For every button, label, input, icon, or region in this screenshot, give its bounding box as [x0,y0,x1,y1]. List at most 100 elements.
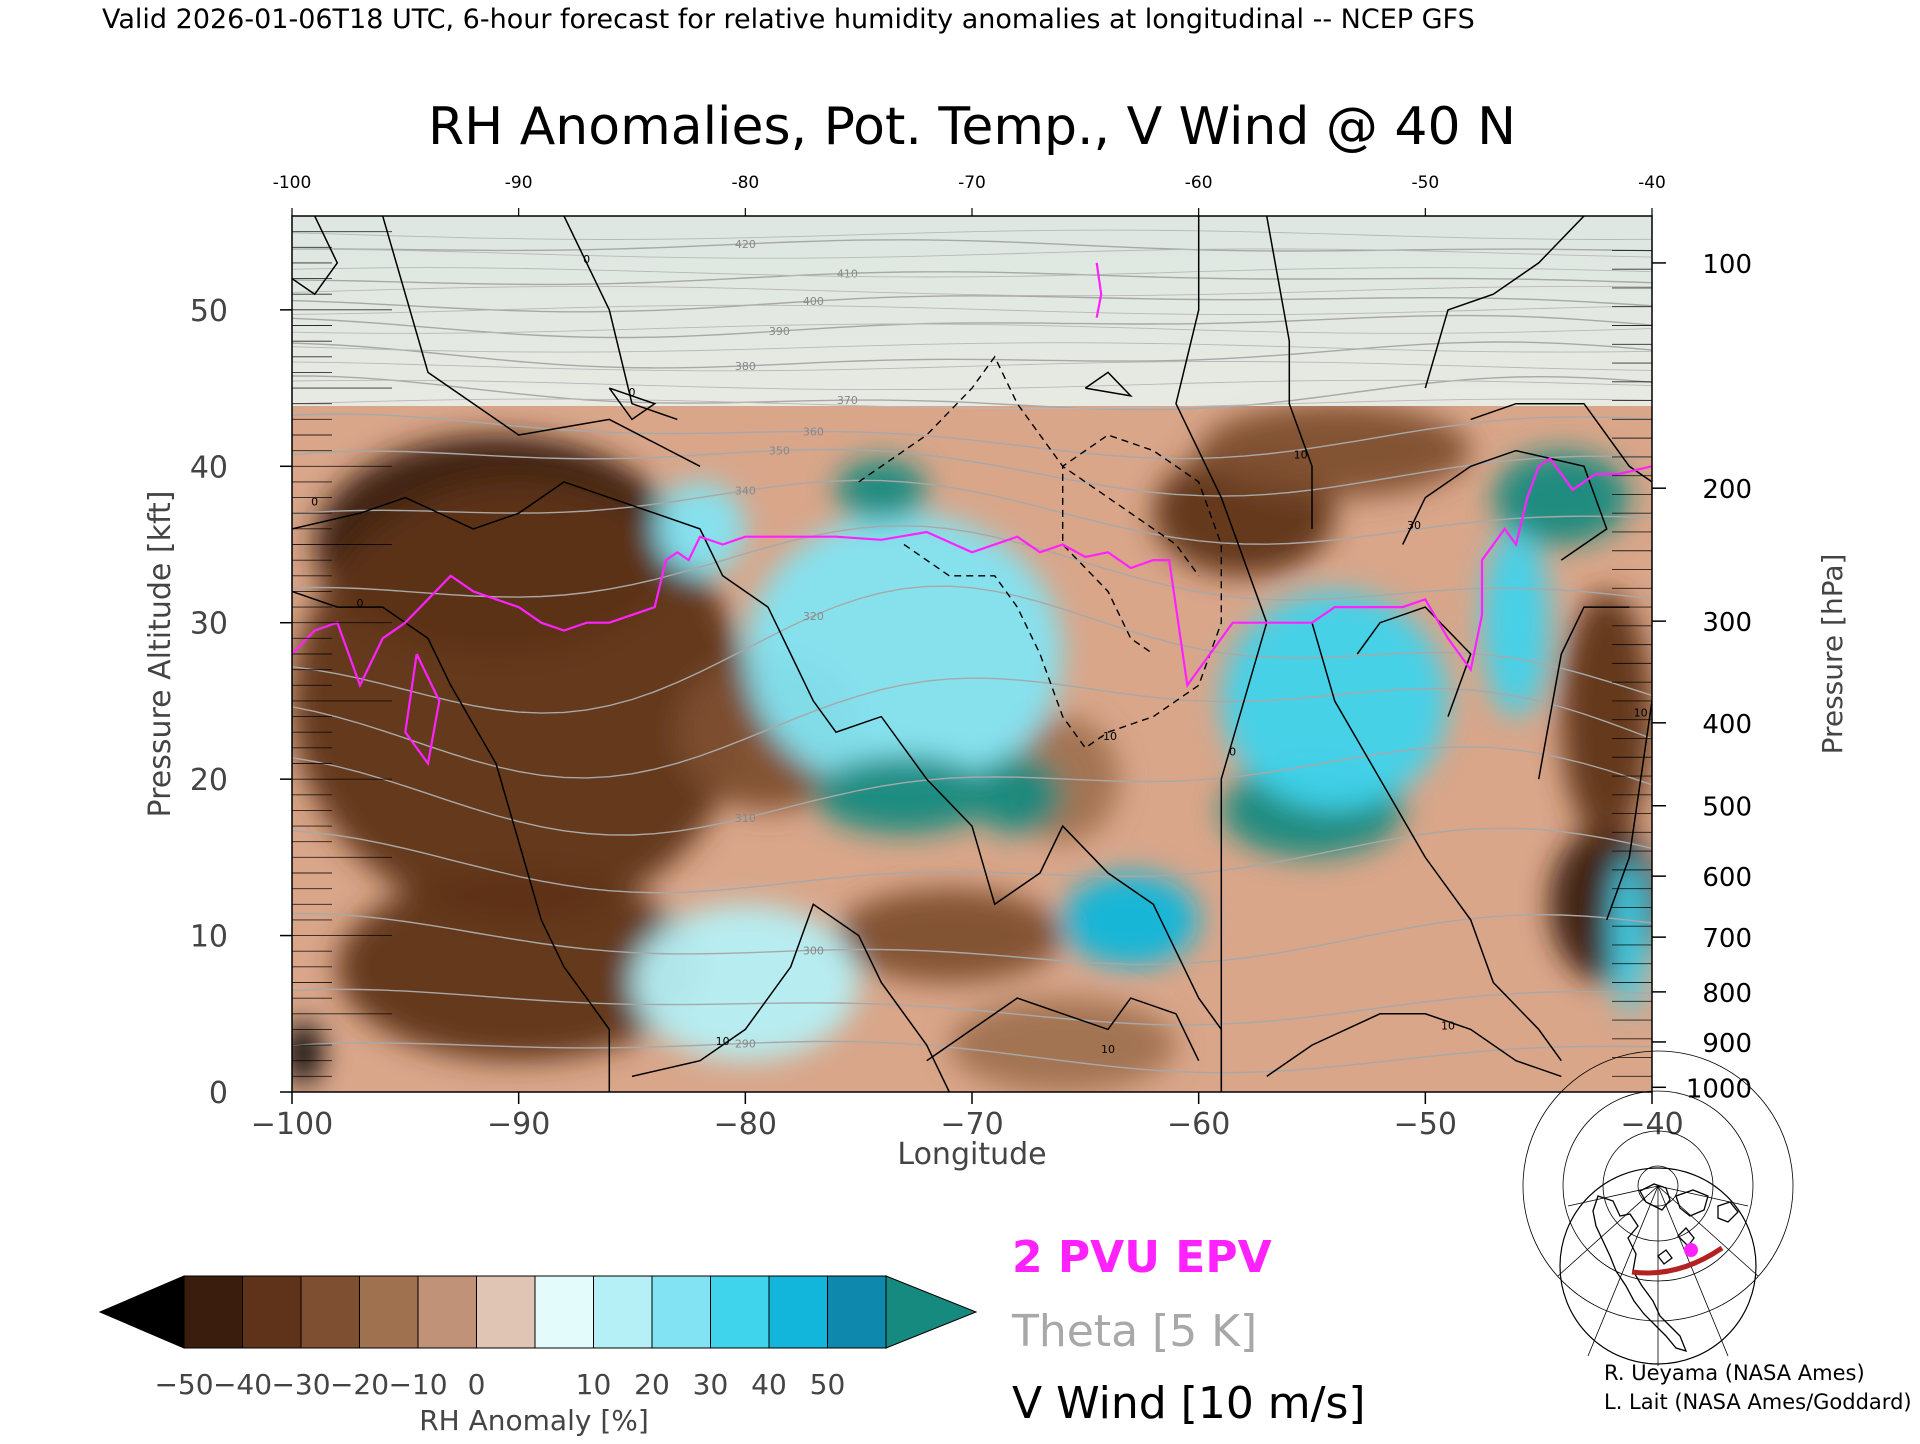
colorbar-tick-label: 50 [810,1368,846,1401]
vwind-label: 10 [1634,707,1648,720]
colorbar-segment [827,1275,887,1349]
vwind-contour [1175,216,1268,1092]
vwind-contour [631,903,950,1092]
colorbar: −50 −40 −30 −20 −10 0 10 20 30 40 50 [98,1275,978,1401]
vwind-label: 0 [1229,746,1236,759]
theta-label: 400 [803,295,824,308]
theta-label: 350 [769,444,790,457]
x-tick-label-top: -50 [1411,173,1439,193]
locator-map [1522,1050,1794,1366]
vwind-contours: 0 0 0 0 10 30 10 10 10 10 0 -10 [292,216,1652,1092]
colorbar-label: RH Anomaly [%] [419,1404,649,1437]
theta-contour-minor [292,361,1652,372]
theta-label: 420 [735,238,756,251]
pressure-tick-label: 500 [1702,793,1752,823]
theta-label: 310 [735,812,756,825]
pressure-tick-label: 100 [1702,250,1752,280]
y-tick-label: 20 [190,763,228,798]
x-tick-label: −60 [1167,1107,1230,1142]
rh-region [1561,591,1652,842]
y-axis-label-left: Pressure Altitude [kft] [143,491,178,818]
theta-contour [292,314,1652,339]
legend-epv: 2 PVU EPV [1012,1232,1272,1283]
colorbar-segment [476,1275,536,1349]
vwind-label: 0 [311,495,318,508]
vwind-label: 10 [716,1035,730,1048]
theta-contour [292,448,1652,497]
x-tick-label: −100 [251,1107,333,1142]
theta-contour [292,239,1652,252]
legend-theta: Theta [5 K] [1011,1306,1257,1357]
theta-label: 380 [735,360,756,373]
theta-contour [292,827,1652,894]
x-tick-label-top: -70 [958,173,986,193]
pressure-tick-label: 300 [1702,608,1752,638]
colorbar-tick-label: −40 [213,1368,272,1401]
vwind-contour [926,997,1200,1062]
y-tick-label: 10 [190,920,228,955]
x-tick-label: −80 [714,1107,777,1142]
credit-line-1: R. Ueyama (NASA Ames) [1604,1361,1865,1385]
colorbar-tick-label: −20 [330,1368,389,1401]
theta-contour [292,1040,1652,1074]
vwind-contour [1265,216,1313,529]
theta-contour-minor [292,342,1652,353]
axes: −100-100−90-90−80-80−70-70−60-60−50-50−4… [190,173,1752,1142]
theta-label: 410 [837,267,858,280]
theta-label: 320 [803,610,824,623]
credit-line-2: L. Lait (NASA Ames/Goddard) [1604,1390,1912,1414]
vwind-contour [563,216,678,421]
vwind-contour [1424,216,1585,389]
rh-region [1611,857,1648,1014]
theta-label: 360 [803,425,824,438]
vwind-contour [381,216,701,467]
theta-label: 370 [837,394,858,407]
colorbar-tick-label: −10 [388,1368,447,1401]
colorbar-segment [593,1275,653,1349]
rh-region [292,1021,322,1085]
epv-line [292,456,1652,689]
x-tick-label-top: -100 [273,173,312,193]
rh-region [836,888,1063,983]
vwind-label: -10 [1099,730,1117,743]
rh-region [337,873,700,1061]
rh-region [836,458,927,522]
theta-contour [292,375,1652,411]
pressure-tick-label: 800 [1702,979,1752,1009]
x-tick-label-top: -80 [731,173,759,193]
x-axis-label: Longitude [897,1137,1046,1172]
y-tick-label: 50 [190,294,228,329]
locator-track [1631,1245,1724,1276]
vwind-contour [1402,449,1608,561]
vwind-contour [608,387,657,421]
colorbar-tick-label: 30 [693,1368,729,1401]
theta-contour [292,341,1652,369]
theta-contour-minor [292,304,1652,315]
x-tick-label: −70 [940,1107,1003,1142]
vwind-contour [1084,371,1133,398]
theta-contour [292,525,1652,601]
theta-contour-minor [292,229,1652,240]
rh-region [1062,873,1199,967]
colorbar-segment [651,1275,712,1349]
vwind-label: 0 [357,597,364,610]
colorbar-segment [417,1275,478,1349]
y-tick-label: 30 [190,607,228,642]
theta-label: 340 [735,485,756,498]
colorbar-max-arrow [885,1275,978,1349]
x-tick-label-top: -60 [1185,173,1213,193]
vwind-label: 10 [1101,1043,1115,1056]
epv-loop [404,653,441,767]
pressure-tick-label: 1000 [1686,1074,1752,1104]
vwind-contour [1356,606,1472,717]
colorbar-tick-label: −30 [271,1368,330,1401]
vwind-contour [1470,402,1652,483]
colorbar-tick-label: 10 [576,1368,612,1401]
locator-dot [1684,1243,1698,1257]
x-tick-label: −50 [1394,1107,1457,1142]
rh-region [1482,528,1550,717]
colorbar-segment [300,1275,361,1349]
rh-region [949,998,1176,1092]
vwind-label: 0 [583,253,590,266]
